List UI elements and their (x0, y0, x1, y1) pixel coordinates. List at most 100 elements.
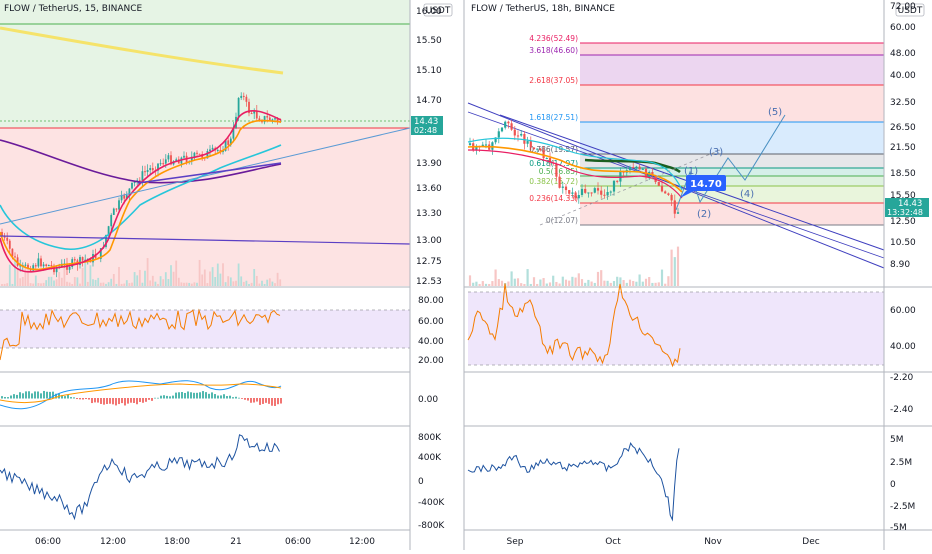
left-candle (151, 168, 154, 171)
right-macd-axis-1: -2.20 (890, 373, 914, 383)
left-volume-bar (172, 271, 175, 286)
right-candle (481, 144, 484, 147)
right-ma-orange (467, 145, 683, 193)
left-candle (276, 118, 279, 122)
right-candle (571, 192, 574, 194)
right-volume-bar (657, 282, 660, 286)
right-candle (545, 158, 548, 160)
left-volume-bar (258, 283, 261, 286)
right-chart[interactable]: 4.236(52.49) 3.618(46.60) 2.618(37.05) 1.61… (467, 34, 885, 522)
left-macd-bar (157, 397, 159, 399)
left-candle (105, 234, 107, 247)
left-volume-bar (94, 279, 97, 286)
left-macd-bar (190, 392, 192, 399)
left-trendline-purple (0, 235, 411, 245)
fib-label: 0.5(16.85) (539, 167, 578, 176)
right-rsi-line (467, 283, 681, 368)
left-candle (266, 116, 269, 118)
left-volume-bar (274, 283, 276, 286)
left-volume-bar (76, 277, 79, 286)
price-target-tag[interactable] (686, 175, 726, 191)
left-candle (268, 117, 271, 121)
left-chart[interactable] (0, 0, 932, 531)
right-price-tick: 12.50 (890, 217, 916, 227)
left-candle (68, 266, 71, 270)
right-volume-bar (590, 281, 593, 286)
left-candle (115, 208, 118, 210)
right-last-price-tag (885, 198, 929, 217)
left-candle (271, 119, 274, 121)
left-macd-bar (1, 396, 3, 399)
left-candle (196, 152, 198, 154)
left-candle (242, 95, 245, 97)
left-macd-bar (55, 393, 57, 399)
right-candle (497, 131, 500, 138)
left-macd-bar (169, 396, 171, 399)
left-volume-bar (188, 282, 191, 286)
fib-label: 0.786(19.57) (529, 145, 578, 154)
right-candle (558, 176, 561, 188)
left-volume-bar (279, 279, 282, 286)
left-macd-bar (16, 394, 18, 399)
right-volume (468, 246, 680, 286)
left-candle (263, 116, 266, 123)
left-price-tick: 16.00 (416, 7, 442, 17)
left-macd-bar (25, 391, 27, 399)
right-volume-bar (472, 282, 475, 286)
left-price-tick: 13.90 (416, 159, 442, 169)
left-volume-bar (167, 279, 170, 286)
left-volume-bar (16, 268, 19, 286)
right-volume-bar (513, 278, 516, 286)
right-candle (648, 172, 651, 178)
left-currency-button[interactable] (423, 3, 453, 17)
left-volume-bar (92, 279, 94, 286)
left-candle (92, 253, 94, 263)
left-macd-bar (163, 395, 165, 399)
left-volume-bar (250, 282, 253, 286)
right-candle (526, 141, 529, 144)
right-volume-bar (507, 281, 510, 286)
left-macd-bar (139, 398, 141, 402)
left-macd-bar (244, 398, 246, 400)
left-candle (177, 159, 180, 164)
left-volume-bar (118, 266, 120, 286)
left-macd-bar (22, 393, 24, 399)
left-volume-bar (1, 283, 3, 286)
wave-dashed (539, 149, 721, 226)
right-volume-bar (568, 280, 571, 286)
right-candle (561, 186, 564, 188)
left-time-4: 06:00 (285, 537, 311, 547)
left-macd-bar (124, 398, 126, 406)
fib-label: 3.618(46.60) (529, 46, 578, 55)
left-rsi-line (0, 308, 281, 361)
right-candle (587, 192, 590, 194)
left-candle (55, 267, 58, 273)
left-macd-bar (97, 398, 99, 403)
fib-zone-0382 (580, 186, 884, 203)
right-volume-bar (494, 269, 497, 286)
right-candle (510, 123, 513, 130)
left-volume-bar (229, 277, 232, 286)
left-long-zone (0, 0, 410, 128)
left-macd-bar (184, 392, 186, 399)
right-currency-button[interactable] (895, 3, 925, 17)
right-candle (494, 137, 497, 143)
left-macd-bar (214, 394, 216, 399)
left-macd-bar (274, 398, 276, 406)
left-last-price-tag (411, 116, 443, 135)
right-volume-bar (545, 283, 548, 286)
right-candle (580, 188, 584, 195)
right-channel-mid (467, 111, 885, 259)
left-volume-bar (203, 269, 206, 286)
left-macd-bar (91, 398, 93, 404)
left-volume-bar (11, 283, 14, 286)
right-candle (491, 142, 494, 150)
left-volume-bar (141, 282, 144, 286)
right-candle (520, 133, 523, 136)
right-volume-bar (612, 281, 616, 286)
right-volume-bar (529, 283, 532, 286)
left-macd-signal (0, 383, 282, 404)
right-volume-bar (584, 282, 587, 286)
right-currency-label: USDT (898, 6, 923, 16)
left-volume-bar (29, 283, 32, 286)
